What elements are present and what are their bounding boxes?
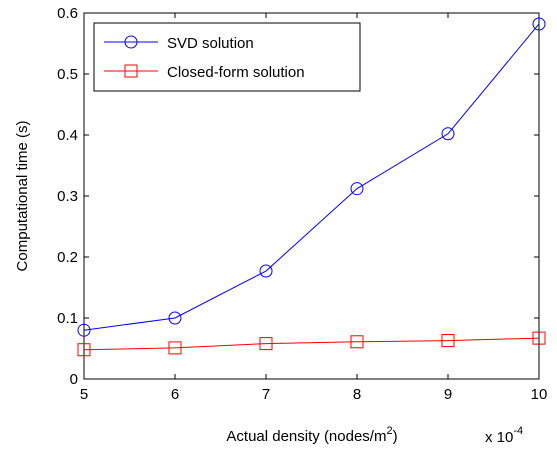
series-line-svd bbox=[83, 23, 540, 331]
legend-marker-closed-form bbox=[124, 64, 138, 78]
data-point-svd bbox=[168, 311, 182, 325]
x-axis-label-superscript: 2 bbox=[386, 425, 392, 437]
x-axis-label-suffix: ) bbox=[393, 428, 398, 445]
x-axis-multiplier-exponent: -4 bbox=[513, 425, 523, 437]
x-tick-label: 6 bbox=[171, 386, 179, 403]
legend-label-closed-form: Closed-form solution bbox=[167, 64, 305, 81]
series-line-closed-form bbox=[83, 337, 540, 351]
x-tick-label: 10 bbox=[531, 386, 548, 403]
data-point-closed-form bbox=[532, 331, 546, 345]
data-point-closed-form bbox=[441, 334, 455, 348]
data-point-closed-form bbox=[77, 343, 91, 357]
data-point-closed-form bbox=[350, 335, 364, 349]
x-tick-label: 5 bbox=[80, 386, 88, 403]
series-layer bbox=[77, 17, 546, 357]
x-axis-label-main: Actual density (nodes/m bbox=[226, 428, 386, 445]
x-tick-label: 7 bbox=[262, 386, 270, 403]
x-tick-label: 9 bbox=[444, 386, 452, 403]
data-point-svd bbox=[350, 182, 364, 196]
x-axis-ticks: 5 6 7 8 9 10 bbox=[80, 13, 548, 403]
y-tick-label: 0 bbox=[70, 371, 78, 388]
data-point-svd bbox=[259, 264, 273, 278]
legend-box bbox=[93, 22, 361, 92]
legend: SVD solution Closed-form solution bbox=[93, 22, 361, 92]
y-tick-label: 0.1 bbox=[57, 310, 78, 327]
y-tick-label: 0.6 bbox=[57, 5, 78, 22]
data-point-svd bbox=[532, 17, 546, 31]
y-tick-label: 0.5 bbox=[57, 66, 78, 83]
data-point-closed-form bbox=[259, 337, 273, 351]
x-axis-multiplier: x 10-4 bbox=[485, 425, 523, 446]
legend-label-svd: SVD solution bbox=[167, 35, 254, 52]
y-tick-label: 0.2 bbox=[57, 249, 78, 266]
x-tick-label: 8 bbox=[353, 386, 361, 403]
x-axis-multiplier-base: x 10 bbox=[485, 429, 513, 446]
data-point-svd bbox=[441, 127, 455, 141]
data-point-svd bbox=[77, 323, 91, 337]
y-tick-label: 0.4 bbox=[57, 127, 78, 144]
data-point-closed-form bbox=[168, 341, 182, 355]
y-axis-label: Computational time (s) bbox=[14, 121, 31, 272]
legend-marker-svd bbox=[124, 35, 138, 49]
y-tick-label: 0.3 bbox=[57, 188, 78, 205]
x-axis-label: Actual density (nodes/m2) bbox=[226, 425, 397, 445]
y-axis-ticks: 0 0.1 0.2 0.3 0.4 0.5 0.6 bbox=[57, 5, 539, 388]
